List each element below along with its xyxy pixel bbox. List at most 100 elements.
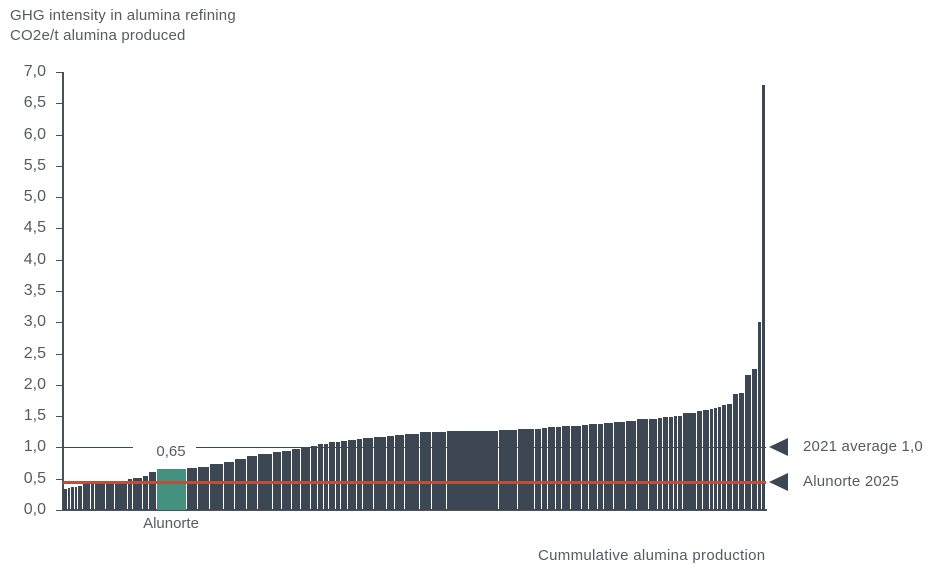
y-tick-label: 3,5 [23, 282, 46, 299]
bar [733, 394, 738, 510]
y-tick-mark [56, 228, 63, 230]
bar [604, 423, 613, 510]
bar [71, 487, 74, 510]
bar [363, 438, 373, 510]
bar [292, 449, 300, 510]
bar [637, 419, 648, 510]
bar [198, 466, 209, 510]
y-tick-mark [56, 416, 63, 418]
bar [542, 428, 547, 510]
y-tick-mark [56, 197, 63, 199]
plot-area [63, 72, 766, 510]
y-tick-label: 0,5 [23, 469, 46, 487]
bar [318, 444, 323, 510]
bar [535, 428, 541, 510]
bar [420, 432, 431, 510]
bar [348, 439, 356, 510]
y-tick-mark [56, 72, 63, 73]
bar [710, 408, 713, 510]
bar [714, 408, 717, 510]
bar [235, 458, 246, 510]
bar [626, 420, 636, 510]
y-tick-label: 5,5 [23, 156, 46, 174]
bar [324, 443, 328, 510]
bar [106, 481, 114, 510]
y-tick-mark [56, 259, 63, 261]
bar [187, 468, 197, 510]
bar [329, 442, 335, 510]
bar [582, 424, 588, 510]
y-tick-mark [56, 510, 63, 511]
average-arrow-icon [769, 438, 788, 457]
y-tick-mark [56, 291, 63, 292]
y-tick-mark [56, 447, 63, 449]
bar [658, 418, 662, 510]
average-line [196, 446, 766, 449]
alunorte-highlight-bar [157, 469, 186, 510]
x-axis-line [62, 509, 767, 511]
bar [727, 403, 732, 510]
y-tick-label: 6,5 [23, 94, 46, 112]
y-tick-label: 1,5 [23, 407, 46, 425]
bar [115, 480, 127, 510]
bar [703, 409, 709, 510]
chart-title-line2: CO2e/t alumina produced [10, 27, 186, 44]
bar [374, 436, 386, 510]
alunorte-2025-line [63, 480, 766, 484]
y-tick-mark [56, 322, 63, 324]
bar [683, 413, 696, 510]
y-axis-line [62, 72, 64, 511]
bar [395, 434, 404, 510]
y-tick-label: 5,0 [23, 188, 46, 206]
bar [722, 404, 726, 510]
highlight-value-label: 0,65 [156, 443, 186, 460]
x-axis-label: Cummulative alumina production [538, 547, 766, 564]
bar [83, 484, 90, 510]
y-tick-label: 2,0 [23, 375, 46, 393]
bar [78, 485, 82, 510]
bar [432, 431, 446, 510]
y-tick-label: 0,0 [23, 501, 46, 518]
alunorte-2025-label: Alunorte 2025 [803, 473, 900, 491]
y-tick-label: 6,0 [23, 125, 46, 143]
bar [678, 416, 682, 510]
bar [571, 425, 581, 510]
bar [649, 418, 657, 510]
bar [336, 441, 340, 510]
y-tick-label: 1,0 [23, 438, 46, 456]
bar [598, 423, 603, 510]
bar [75, 486, 77, 510]
bar [357, 439, 362, 510]
y-tick-mark [56, 384, 63, 386]
bar [562, 426, 570, 510]
average-line-label: 2021 average 1,0 [803, 438, 923, 456]
bar [133, 478, 142, 510]
bar [548, 427, 555, 510]
bar [341, 441, 347, 510]
bar [752, 369, 757, 510]
bar [301, 447, 310, 510]
bar [68, 488, 70, 510]
y-tick-mark [56, 478, 63, 480]
average-line [63, 446, 133, 449]
bar [387, 436, 394, 510]
chart-title: GHG intensity in alumina refining CO2e/t… [10, 6, 236, 46]
bar [718, 406, 721, 510]
y-tick-mark [56, 165, 63, 167]
highlight-name-label: Alunorte [143, 515, 199, 532]
y-tick-mark [56, 134, 63, 136]
y-tick-mark [56, 353, 63, 355]
y-tick-label: 2,5 [23, 344, 46, 362]
chart-title-line1: GHG intensity in alumina refining [10, 7, 236, 24]
bar [745, 375, 751, 510]
bar [589, 424, 597, 510]
bar [210, 464, 223, 510]
bar [311, 446, 317, 510]
bar [447, 430, 498, 510]
bar [762, 84, 765, 510]
bar [149, 472, 156, 510]
bar [739, 393, 744, 510]
bar [669, 416, 673, 510]
bar [273, 451, 281, 510]
bar [91, 483, 94, 510]
